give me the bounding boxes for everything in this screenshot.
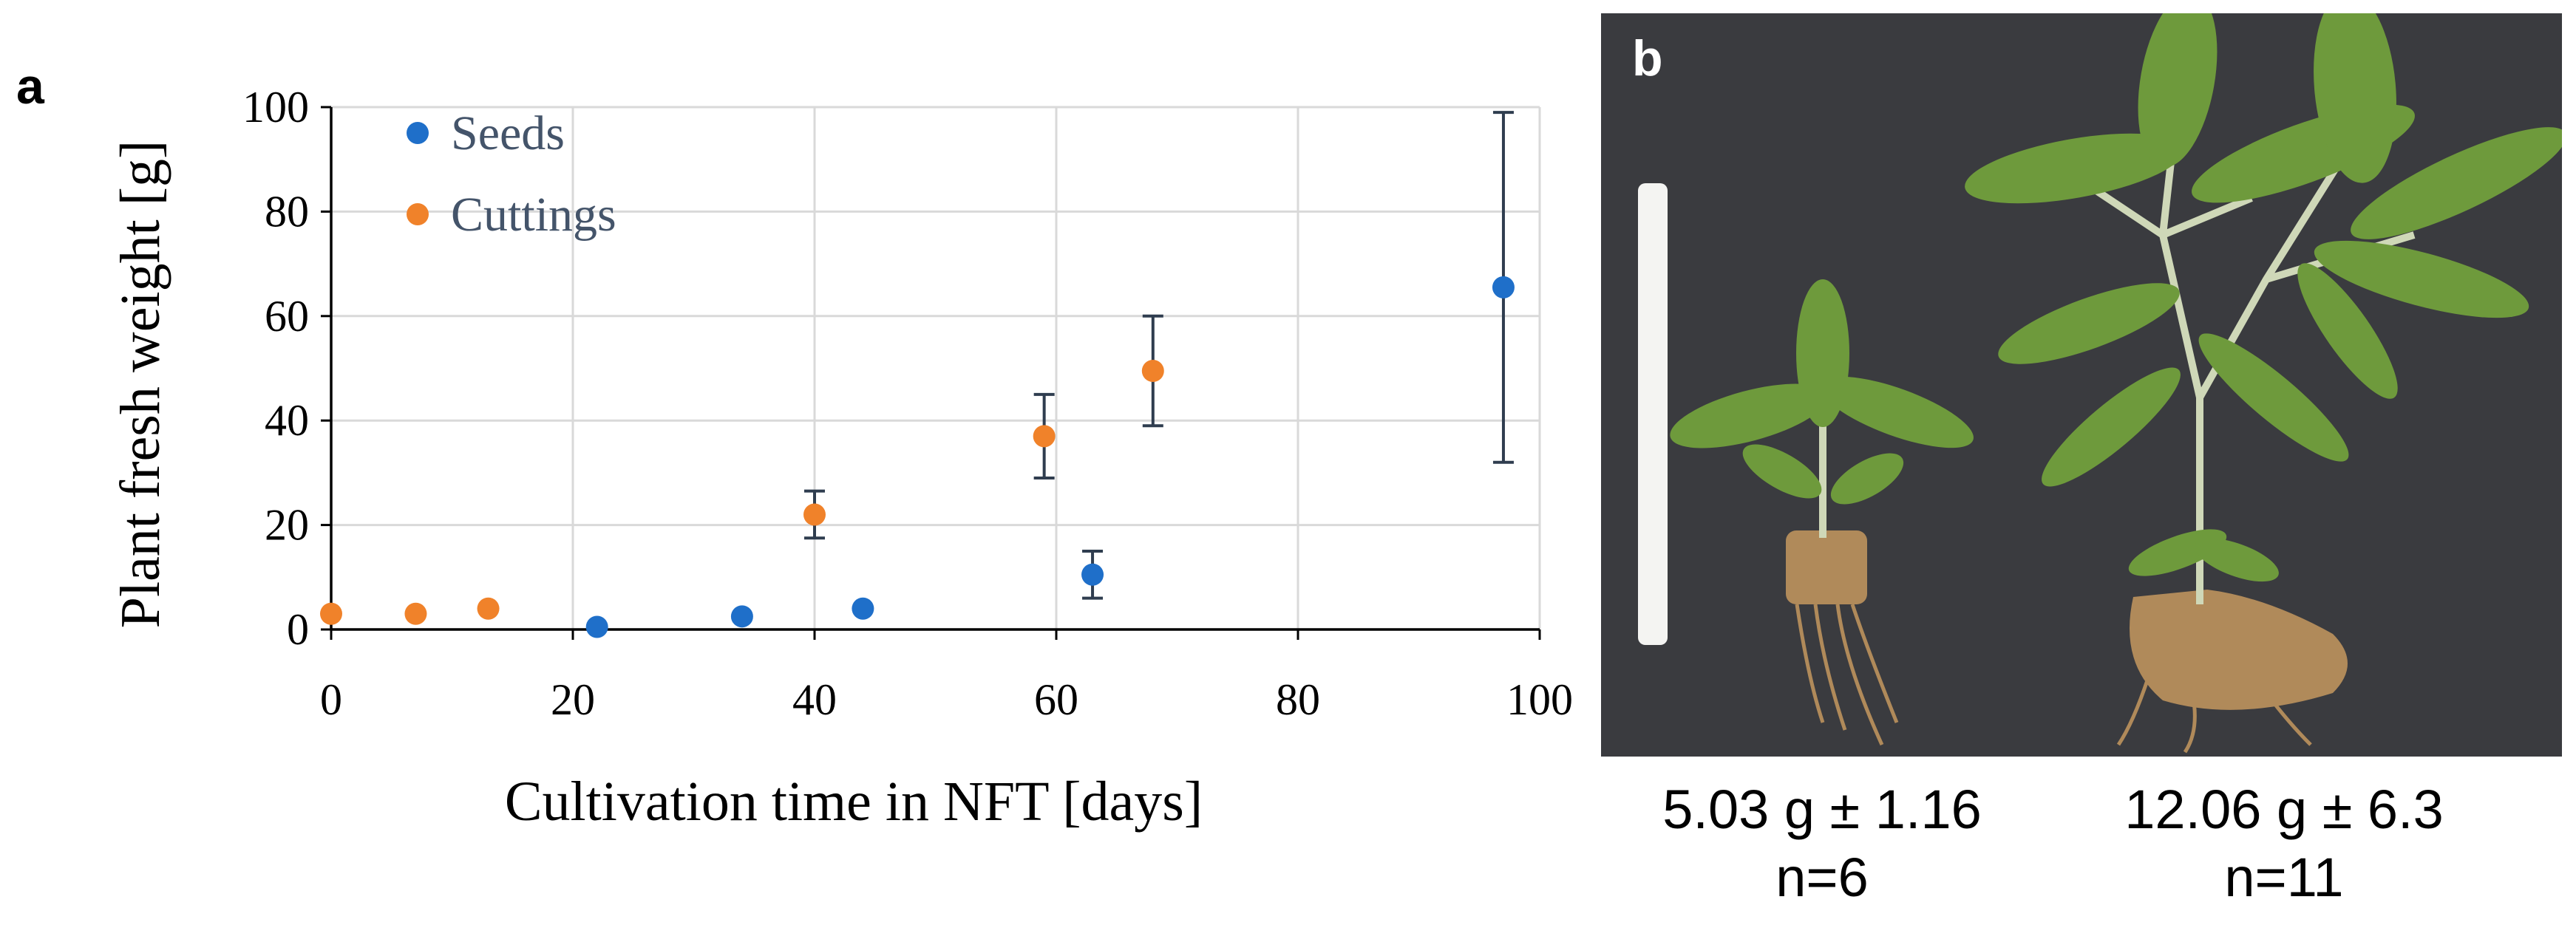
- y-axis-title: Plant fresh weight [g]: [109, 140, 171, 629]
- small-plant-leaf: [1830, 453, 1904, 505]
- small-plant: [1670, 279, 1974, 746]
- large-plant: [1965, 13, 2562, 754]
- y-tick-label: 20: [265, 501, 309, 550]
- caption-large-plant: 12.06 g ± 6.3 n=11: [2077, 776, 2491, 912]
- data-point-seeds: [852, 597, 874, 620]
- data-point-cuttings: [320, 602, 342, 625]
- large-plant-leaf: [1965, 133, 2184, 204]
- x-tick-label: 0: [320, 675, 342, 724]
- large-plant-leaf: [1998, 283, 2180, 364]
- ruler: [1638, 183, 1668, 645]
- photo-background: [1601, 13, 2562, 757]
- large-plant-leaf: [2198, 333, 2349, 462]
- legend-marker-cuttings: [407, 203, 429, 225]
- caption-small-plant: 5.03 g ± 1.16 n=6: [1615, 776, 2029, 912]
- large-plant-leaf: [2297, 263, 2398, 399]
- chart-grid: [331, 106, 1541, 629]
- caption-small-plant-weight: 5.03 g ± 1.16: [1662, 779, 1982, 840]
- chart-tick-labels: 0 20 40 60 80 100 0 20 40 60 80 100: [242, 83, 1573, 724]
- large-plant-root-strands: [2116, 677, 2312, 754]
- small-plant-leaf: [1670, 383, 1828, 448]
- data-point-cuttings: [803, 503, 826, 526]
- large-plant-stems: [2072, 79, 2416, 604]
- data-point-seeds: [1081, 563, 1104, 586]
- data-point-cuttings: [404, 602, 427, 625]
- data-point-cuttings: [1033, 425, 1056, 448]
- data-point-seeds: [585, 615, 608, 638]
- large-plant-leaf: [2138, 13, 2218, 168]
- y-tick-label: 80: [265, 187, 309, 236]
- x-tick-label: 100: [1506, 675, 1573, 724]
- small-plant-leaf: [1820, 376, 1974, 448]
- y-tick-label: 60: [265, 292, 309, 341]
- y-tick-label: 0: [287, 605, 309, 654]
- legend-label-cuttings: Cuttings: [451, 188, 616, 242]
- large-plant-leaf: [2195, 538, 2279, 582]
- plant-photo-illustration: [1601, 13, 2562, 757]
- y-tick-label: 100: [242, 83, 309, 132]
- panel-a-label: a: [16, 58, 44, 115]
- large-plant-roots: [2130, 590, 2348, 710]
- chart-legend: Seeds Cuttings: [407, 106, 616, 242]
- legend-marker-seeds: [407, 122, 429, 144]
- small-plant-leaf: [1742, 444, 1822, 499]
- small-plant-leaf: [1796, 279, 1849, 427]
- chart-axes: [321, 106, 1541, 640]
- x-axis-title: Cultivation time in NFT [days]: [505, 771, 1203, 833]
- x-tick-label: 60: [1034, 675, 1078, 724]
- data-point-cuttings: [1141, 360, 1164, 383]
- data-point-seeds: [730, 605, 753, 628]
- legend-label-seeds: Seeds: [451, 106, 565, 160]
- y-tick-label: 40: [265, 396, 309, 445]
- large-plant-leaf: [2351, 127, 2562, 239]
- plant-photo: [1601, 13, 2562, 757]
- small-plant-roots: [1795, 604, 1899, 746]
- large-plant-leaf: [2314, 240, 2529, 318]
- caption-small-plant-n: n=6: [1775, 847, 1869, 908]
- data-point-seeds: [1492, 276, 1515, 298]
- large-plant-leaf: [2314, 13, 2396, 183]
- caption-large-plant-n: n=11: [2224, 847, 2344, 908]
- data-point-cuttings: [477, 597, 500, 620]
- x-tick-label: 80: [1276, 675, 1320, 724]
- caption-large-plant-weight: 12.06 g ± 6.3: [2124, 779, 2444, 840]
- x-tick-label: 40: [792, 675, 837, 724]
- large-plant-leaf: [2042, 367, 2181, 487]
- panel-b-label: b: [1632, 30, 1663, 86]
- x-tick-label: 20: [551, 675, 595, 724]
- small-plant-plug: [1786, 530, 1867, 604]
- chart-points: [320, 276, 1515, 638]
